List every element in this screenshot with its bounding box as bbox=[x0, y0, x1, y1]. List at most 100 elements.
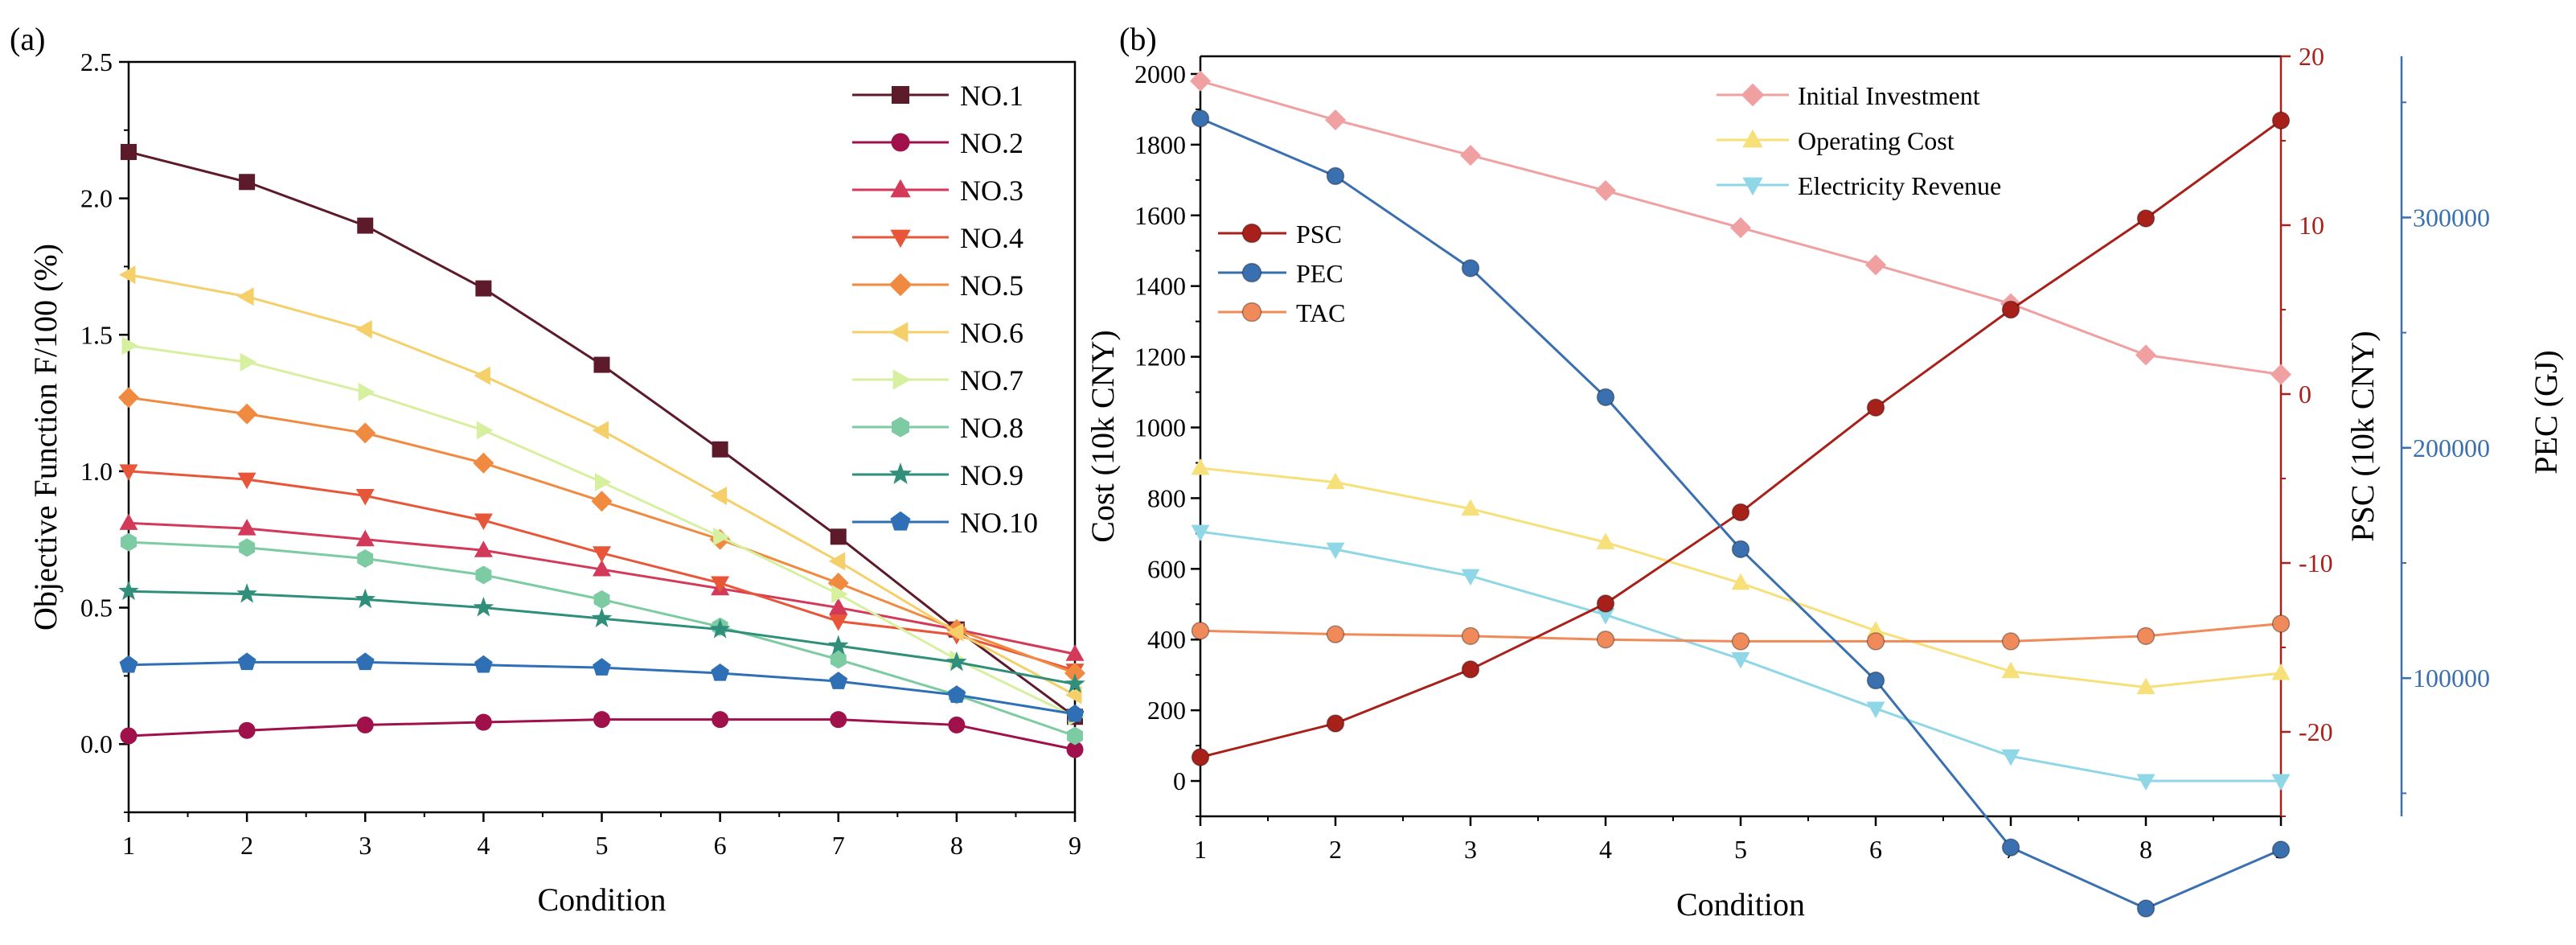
x-tick-label: 4 bbox=[477, 831, 490, 860]
legend-marker bbox=[888, 462, 913, 485]
data-point bbox=[1596, 607, 1615, 625]
x-tick-label: 7 bbox=[832, 831, 845, 860]
legend-marker bbox=[890, 179, 911, 198]
y-tick-label: 0.0 bbox=[80, 729, 113, 758]
data-point bbox=[1595, 180, 1616, 202]
data-point bbox=[829, 614, 848, 631]
data-point bbox=[2271, 111, 2291, 130]
data-point bbox=[593, 356, 610, 373]
data-point bbox=[1731, 632, 1750, 651]
y-left-tick-label: 600 bbox=[1147, 554, 1186, 583]
data-point bbox=[1191, 524, 1210, 542]
legend-item-operating-cost: Operating Cost bbox=[1717, 126, 1955, 155]
x-axis-label: Condition bbox=[1676, 886, 1805, 922]
data-point bbox=[1596, 532, 1615, 549]
legend-left: PSC PEC TAC bbox=[1218, 220, 1345, 327]
y-axis-label: Objective Function F/100 (%) bbox=[27, 244, 64, 631]
legend-top: Initial Investment Operating Cost Electric… bbox=[1717, 81, 2001, 200]
data-point bbox=[118, 580, 139, 601]
series-no-8 bbox=[121, 532, 1083, 746]
legend-marker bbox=[892, 417, 909, 438]
data-point bbox=[119, 265, 136, 285]
data-point bbox=[2136, 677, 2156, 695]
legend-marker bbox=[889, 322, 909, 343]
data-point bbox=[118, 387, 139, 409]
data-point bbox=[356, 716, 374, 733]
legend-item-electricity-revenue: Electricity Revenue bbox=[1717, 171, 2001, 200]
legend-label: NO.7 bbox=[960, 364, 1023, 396]
data-point bbox=[1191, 748, 1210, 766]
series-initial-investment bbox=[1190, 70, 2291, 385]
legend-marker bbox=[1241, 223, 1262, 244]
data-point bbox=[239, 174, 256, 191]
legend-marker bbox=[1742, 129, 1763, 148]
data-point bbox=[2001, 632, 2020, 651]
series-no-6 bbox=[119, 265, 1082, 705]
data-point bbox=[236, 583, 257, 603]
data-point bbox=[2136, 774, 2156, 791]
data-point bbox=[237, 287, 254, 306]
data-point bbox=[1731, 540, 1750, 559]
legend-item-tac: TAC bbox=[1218, 298, 1345, 327]
legend-label: NO.9 bbox=[960, 459, 1023, 491]
data-point bbox=[1065, 704, 1085, 722]
data-point bbox=[1191, 109, 1210, 128]
data-point bbox=[593, 658, 611, 676]
data-point bbox=[1326, 542, 1345, 560]
y-far-right-tick-label: 300000 bbox=[2413, 203, 2490, 232]
legend-marker bbox=[888, 273, 913, 297]
data-point bbox=[355, 529, 375, 547]
data-point bbox=[238, 721, 256, 739]
legend-marker bbox=[890, 229, 911, 249]
chart-a: 0.0 0.5 1.0 1.5 2.0 2.5 1 2 3 4 5 6 7 8 9 Condition Obje… bbox=[27, 47, 1085, 918]
x-tick-label: 6 bbox=[1869, 835, 1882, 864]
y-left-tick-label: 200 bbox=[1147, 696, 1186, 725]
data-point bbox=[946, 622, 964, 642]
y-left-tick-label: 1000 bbox=[1134, 413, 1186, 442]
data-point bbox=[591, 491, 613, 512]
data-point bbox=[474, 713, 492, 731]
data-point bbox=[237, 472, 256, 490]
data-point bbox=[355, 588, 376, 609]
legend-marker bbox=[1742, 177, 1763, 196]
x-tick-label: 2 bbox=[240, 831, 253, 860]
data-point bbox=[119, 655, 138, 673]
legend-item-no-5: NO.5 bbox=[852, 269, 1023, 302]
data-point bbox=[236, 403, 258, 425]
data-point bbox=[119, 513, 138, 530]
data-point bbox=[712, 441, 728, 458]
data-point bbox=[1064, 662, 1085, 684]
data-point bbox=[1865, 254, 1886, 276]
x-tick-label: 1 bbox=[122, 831, 135, 860]
data-point bbox=[1066, 741, 1084, 758]
data-point bbox=[828, 552, 846, 571]
data-point bbox=[1065, 644, 1085, 661]
data-point bbox=[947, 685, 966, 703]
data-point bbox=[1067, 726, 1083, 746]
series-no-7 bbox=[121, 336, 1085, 726]
y-left-tick-label: 400 bbox=[1147, 625, 1186, 654]
data-point bbox=[475, 280, 492, 297]
data-point bbox=[831, 585, 848, 604]
y-tick-label: 1.5 bbox=[80, 320, 113, 349]
series-electricity-revenue bbox=[1191, 524, 2291, 791]
data-point bbox=[120, 727, 137, 745]
series-no-9 bbox=[118, 580, 1085, 693]
data-point bbox=[592, 421, 609, 440]
legend: NO.1 NO.2 NO.3 NO.4 NO.5 NO.6 NO.7 NO.8 NO.9 NO.1… bbox=[852, 80, 1038, 539]
legend-label: Operating Cost bbox=[1798, 126, 1955, 155]
data-point bbox=[476, 421, 494, 440]
y-right-tick-label: 10 bbox=[2299, 211, 2324, 240]
data-point bbox=[355, 652, 375, 671]
data-point bbox=[2136, 899, 2156, 918]
data-point bbox=[827, 635, 849, 655]
data-point bbox=[1326, 625, 1345, 643]
legend-label: NO.2 bbox=[960, 127, 1023, 159]
y-left-tick-label: 0 bbox=[1173, 766, 1186, 795]
y-right-tick-label: 20 bbox=[2299, 42, 2324, 71]
legend-label: Electricity Revenue bbox=[1798, 171, 2001, 200]
y-far-right-tick-label: 200000 bbox=[2413, 433, 2490, 462]
y-left-tick-label: 2000 bbox=[1134, 60, 1186, 88]
series-psc bbox=[1191, 111, 2291, 766]
